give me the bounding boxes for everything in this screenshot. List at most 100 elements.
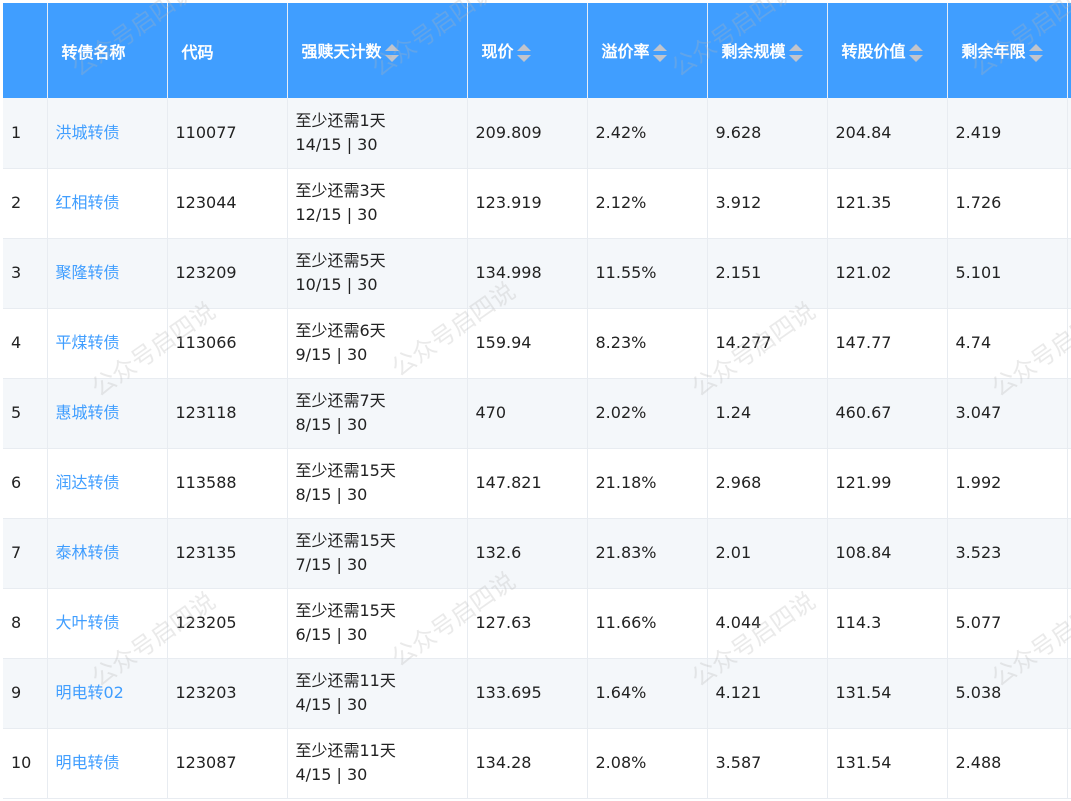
row-index: 10 [3,728,48,799]
premium-rate: 11.55% [587,238,708,309]
days-remaining: 至少还需11天 [295,671,396,690]
sort-icon[interactable] [908,43,923,63]
row-filler [1067,728,1071,799]
sort-icon[interactable] [516,43,531,63]
row-filler [1067,238,1071,309]
premium-rate: 2.02% [587,378,708,449]
sort-icon[interactable] [384,43,399,63]
price: 134.28 [467,728,588,799]
premium-rate: 2.42% [587,98,708,169]
days-remaining: 至少还需11天 [295,741,396,760]
column-label: 溢价率 [601,42,650,62]
header-filler [1067,3,1071,98]
row-index: 2 [3,168,48,239]
sort-icon[interactable] [788,43,803,63]
trigger-count: 7/15 | 30 [295,555,368,574]
premium-rate: 1.64% [587,658,708,729]
price: 470 [467,378,588,449]
bond-code: 123044 [167,168,288,239]
bond-name-link[interactable]: 明电转债 [47,728,168,799]
column-header-code: 代码 [167,3,288,98]
table-row: 1 洪城转债 110077 至少还需1天 14/15 | 30 209.809 2.42% 9… [3,98,1071,169]
remaining-size: 14.277 [707,308,828,379]
sort-icon[interactable] [1028,43,1043,63]
row-filler [1067,98,1071,169]
bond-code: 123205 [167,588,288,659]
remaining-size: 9.628 [707,98,828,169]
conversion-value: 204.84 [827,98,948,169]
row-index: 8 [3,588,48,659]
days-remaining: 至少还需15天 [295,601,396,620]
row-filler [1067,658,1071,729]
remaining-size: 2.151 [707,238,828,309]
bond-name-link[interactable]: 聚隆转债 [47,238,168,309]
bond-name-link[interactable]: 平煤转债 [47,308,168,379]
bond-name-link[interactable]: 泰林转债 [47,518,168,589]
column-header-index [3,3,48,98]
trigger-count: 12/15 | 30 [295,205,378,224]
remaining-size: 2.01 [707,518,828,589]
bond-name-link[interactable]: 惠城转债 [47,378,168,449]
column-header-price[interactable]: 现价 [467,3,588,98]
trigger-count: 8/15 | 30 [295,415,368,434]
row-filler [1067,168,1071,239]
table-row: 5 惠城转债 123118 至少还需7天 8/15 | 30 470 2.02% 1.24 46… [3,378,1071,449]
price: 209.809 [467,98,588,169]
column-header-remaining-years[interactable]: 剩余年限 [947,3,1068,98]
bond-code: 123135 [167,518,288,589]
price: 159.94 [467,308,588,379]
remaining-years: 5.101 [947,238,1068,309]
table-row: 2 红相转债 123044 至少还需3天 12/15 | 30 123.919 2.12% 3… [3,168,1071,239]
row-filler [1067,588,1071,659]
remaining-years: 2.488 [947,728,1068,799]
sort-icon[interactable] [652,43,667,63]
price: 134.998 [467,238,588,309]
price: 127.63 [467,588,588,659]
days-remaining: 至少还需6天 [295,321,386,340]
bond-code: 113588 [167,448,288,519]
conversion-value: 121.35 [827,168,948,239]
remaining-years: 1.992 [947,448,1068,519]
bond-name-link[interactable]: 洪城转债 [47,98,168,169]
row-index: 5 [3,378,48,449]
column-header-redeem-count[interactable]: 强赎天计数 [287,3,468,98]
premium-rate: 8.23% [587,308,708,379]
table-row: 3 聚隆转债 123209 至少还需5天 10/15 | 30 134.998 11.55%… [3,238,1071,309]
days-remaining: 至少还需7天 [295,391,386,410]
redeem-count-cell: 至少还需7天 8/15 | 30 [287,378,468,449]
remaining-size: 3.912 [707,168,828,239]
redeem-count-cell: 至少还需3天 12/15 | 30 [287,168,468,239]
column-label: 转股价值 [841,42,906,62]
premium-rate: 2.12% [587,168,708,239]
column-label: 现价 [481,42,514,62]
column-header-premium[interactable]: 溢价率 [587,3,708,98]
bond-name-link[interactable]: 明电转02 [47,658,168,729]
days-remaining: 至少还需15天 [295,531,396,550]
trigger-count: 6/15 | 30 [295,625,368,644]
bond-code: 123118 [167,378,288,449]
row-index: 3 [3,238,48,309]
remaining-size: 1.24 [707,378,828,449]
column-label: 强赎天计数 [301,42,382,62]
row-filler [1067,448,1071,519]
remaining-years: 4.74 [947,308,1068,379]
bond-name-link[interactable]: 润达转债 [47,448,168,519]
price: 132.6 [467,518,588,589]
remaining-years: 2.419 [947,98,1068,169]
column-header-remaining-size[interactable]: 剩余规模 [707,3,828,98]
table-row: 6 润达转债 113588 至少还需15天 8/15 | 30 147.821 21.18%… [3,448,1071,519]
redeem-count-cell: 至少还需15天 8/15 | 30 [287,448,468,519]
conversion-value: 121.02 [827,238,948,309]
row-index: 9 [3,658,48,729]
conversion-value: 114.3 [827,588,948,659]
trigger-count: 4/15 | 30 [295,695,368,714]
table-row: 9 明电转02 123203 至少还需11天 4/15 | 30 133.695 1.64%… [3,658,1071,729]
table-row: 10 明电转债 123087 至少还需11天 4/15 | 30 134.28 2.08% 3… [3,728,1071,799]
bond-name-link[interactable]: 大叶转债 [47,588,168,659]
bond-name-link[interactable]: 红相转债 [47,168,168,239]
trigger-count: 14/15 | 30 [295,134,378,154]
conversion-value: 131.54 [827,728,948,799]
conversion-value: 147.77 [827,308,948,379]
bond-code: 113066 [167,308,288,379]
column-header-conversion-value[interactable]: 转股价值 [827,3,948,98]
